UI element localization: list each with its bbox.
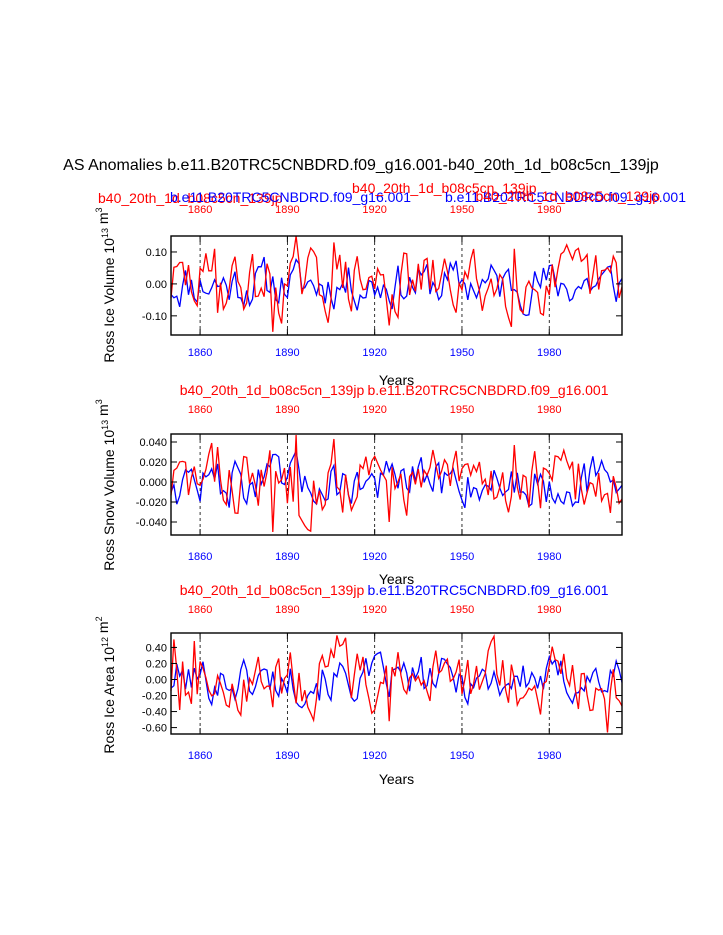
panel-3: 0.40 0.20 0.00 -0.20 -0.40 -0.60 1860 1860 1890 1… xyxy=(94,582,623,787)
y-axis-label: Ross Ice Area 1012 m2 xyxy=(94,616,117,753)
y-tick-label: 0.40 xyxy=(146,642,167,654)
x-tick-label-top: 1980 xyxy=(537,604,561,616)
series-line-red xyxy=(170,634,623,733)
x-tick-label-top: 1920 xyxy=(362,404,386,416)
series-line-blue xyxy=(170,256,623,317)
y-axis-label: Ross Ice Volume 1013 m3 xyxy=(94,207,117,362)
case-label-red: b40_20th_1d_b08c5cn_139jp xyxy=(180,382,365,398)
x-tick-label-bottom: 1860 xyxy=(188,551,212,563)
series-line-red xyxy=(170,235,623,332)
x-tick-label-top: 1920 xyxy=(362,204,386,216)
x-tick-label-bottom: 1920 xyxy=(362,347,386,359)
x-tick-label-bottom: 1980 xyxy=(537,551,561,563)
x-tick-label-bottom: 1890 xyxy=(275,347,299,359)
x-axis-label: Years xyxy=(379,372,414,388)
x-tick-label-top: 1860 xyxy=(188,404,212,416)
case-label-red: b.e11.B20TRC5CNBDRD.f09_g16.001 xyxy=(368,382,609,398)
x-tick-label-bottom: 1950 xyxy=(450,750,474,762)
x-tick-label-bottom: 1920 xyxy=(362,551,386,563)
series-line-red xyxy=(170,434,623,533)
plot-frame xyxy=(170,433,623,536)
x-tick-label-bottom: 1860 xyxy=(188,347,212,359)
case-label-blue: b.e11.B20TRC5CNBDRD.f09_g16.001 xyxy=(368,582,609,598)
x-tick-label-top: 1890 xyxy=(275,604,299,616)
y-tick-label: -0.020 xyxy=(136,497,167,509)
y-tick-label: 0.20 xyxy=(146,658,167,670)
y-tick-label: 0.020 xyxy=(139,457,167,469)
y-tick-label: -0.10 xyxy=(142,311,167,323)
x-tick-label-top: 1950 xyxy=(450,404,474,416)
x-axis-label: Years xyxy=(379,771,414,787)
x-tick-label-top: 1980 xyxy=(537,204,561,216)
y-tick-label: -0.20 xyxy=(142,691,167,703)
x-tick-label-top: 1950 xyxy=(450,604,474,616)
y-tick-label: -0.60 xyxy=(142,723,167,735)
case-label-red: b40_20th_1d_b08c5cn_139jp xyxy=(352,180,537,196)
case-label-red: b40_20th_1d_b08c5cn_139jp xyxy=(475,188,660,204)
x-tick-label-top: 1920 xyxy=(362,604,386,616)
case-label-blue: b.e11.B20TRC5CNBDRD.f09_g16.001 xyxy=(445,189,686,205)
x-tick-label-top: 1860 xyxy=(188,204,212,216)
y-tick-label: 0.10 xyxy=(146,247,167,259)
y-axis-label: Ross Snow Volume 1013 m3 xyxy=(94,399,117,570)
y-tick-label: 0.00 xyxy=(146,674,167,686)
x-tick-label-top: 1890 xyxy=(275,404,299,416)
panel-2: 0.040 0.020 0.000 -0.020 -0.040 1860 1860 1890 1… xyxy=(94,382,623,587)
x-tick-label-bottom: 1860 xyxy=(188,750,212,762)
x-tick-label-bottom: 1950 xyxy=(450,551,474,563)
x-tick-label-top: 1950 xyxy=(450,204,474,216)
y-tick-label: -0.40 xyxy=(142,707,167,719)
panel-1: 0.10 0.00 -0.10 1860 1860 1890 1890 1920 1920 195… xyxy=(94,180,686,388)
x-tick-label-bottom: 1980 xyxy=(537,750,561,762)
y-tick-label: 0.000 xyxy=(139,477,167,489)
x-axis-label: Years xyxy=(379,571,414,587)
case-label-blue: b.e11.B20TRC5CNBDRD.f09_g16.001 xyxy=(170,189,411,205)
x-tick-label-bottom: 1890 xyxy=(275,551,299,563)
x-tick-label-top: 1890 xyxy=(275,204,299,216)
x-tick-label-bottom: 1920 xyxy=(362,750,386,762)
x-tick-label-bottom: 1890 xyxy=(275,750,299,762)
x-tick-label-bottom: 1980 xyxy=(537,347,561,359)
y-tick-label: 0.00 xyxy=(146,279,167,291)
y-tick-label: 0.040 xyxy=(139,437,167,449)
case-label-red: b40_20th_1d_b08c5cn_139jp xyxy=(180,582,365,598)
x-tick-label-bottom: 1950 xyxy=(450,347,474,359)
case-label-red: b40_20th_1d_b08c5cn_139jp xyxy=(98,190,283,206)
x-tick-label-top: 1980 xyxy=(537,404,561,416)
x-tick-label-top: 1860 xyxy=(188,604,212,616)
series-line-blue xyxy=(170,448,623,509)
y-tick-label: -0.040 xyxy=(136,517,167,529)
plot-frame xyxy=(170,632,623,735)
chart-title: AS Anomalies b.e11.B20TRC5CNBDRD.f09_g16… xyxy=(63,157,659,174)
plot-frame xyxy=(170,235,623,336)
panels: 0.10 0.00 -0.10 1860 1860 1890 1890 1920 1920 195… xyxy=(94,180,686,787)
